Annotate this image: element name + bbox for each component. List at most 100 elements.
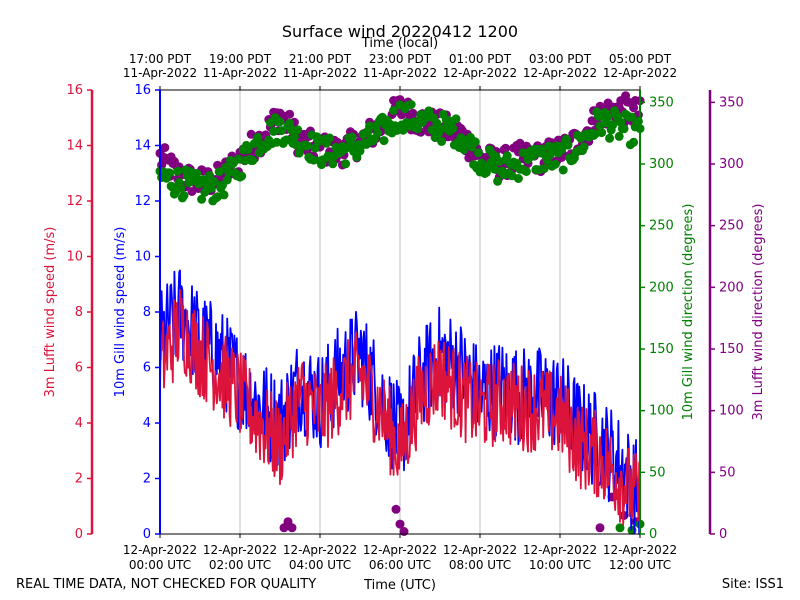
series-2-point-40 — [219, 190, 229, 200]
series-2-point-131 — [365, 121, 375, 131]
series-2-point-240 — [539, 164, 549, 174]
gill_speed-tick-label-6: 12 — [134, 194, 151, 209]
top-tick-date-0: 11-Apr-2022 — [123, 66, 197, 80]
gill_speed-tick-label-1: 2 — [143, 472, 151, 487]
series-2-point-199 — [473, 148, 483, 158]
gill_speed-tick-label-7: 14 — [134, 139, 151, 154]
bottom-tick-date-3: 12-Apr-2022 — [363, 543, 437, 557]
series-2-point-136 — [373, 128, 383, 138]
series-2-point-255 — [563, 140, 573, 150]
lufft_dir-tick-label-2: 100 — [719, 404, 744, 419]
bottom-tick-time-1: 02:00 UTC — [209, 558, 271, 572]
bottom-tick-time-6: 12:00 UTC — [609, 558, 671, 572]
lufft_speed-tick-label-8: 16 — [66, 83, 83, 98]
bottom-tick-time-4: 08:00 UTC — [449, 558, 511, 572]
series-2-point-224 — [513, 174, 523, 183]
bottom-tick-time-3: 06:00 UTC — [369, 558, 431, 572]
top-tick-date-6: 12-Apr-2022 — [603, 66, 677, 80]
series-2-point-71 — [269, 126, 279, 136]
series-2-point-176 — [437, 136, 447, 146]
series-2-point-26 — [197, 194, 207, 204]
series-2-point-58 — [248, 156, 258, 165]
series-4-point-3 — [391, 504, 401, 514]
top-tick-time-5: 03:00 PDT — [529, 52, 592, 66]
lufft_speed-tick-label-0: 0 — [75, 527, 83, 542]
series-2-point-283 — [608, 120, 618, 130]
series-2-point-185 — [451, 114, 461, 124]
gill_dir-tick-label-2: 100 — [649, 404, 674, 419]
bottom-tick-date-5: 12-Apr-2022 — [523, 543, 597, 557]
series-2-point-244 — [545, 150, 555, 159]
lufft_speed-tick-label-5: 10 — [66, 250, 83, 265]
series-2-point-106 — [325, 133, 335, 143]
series-2-point-37 — [214, 167, 224, 177]
gill_dir-axis-label: 10m Gill wind direction (degrees) — [681, 204, 696, 421]
series-2-point-183 — [448, 124, 458, 134]
series-3-point-216 — [501, 143, 511, 153]
series-2-point-287 — [614, 131, 624, 141]
top-tick-date-4: 12-Apr-2022 — [443, 66, 517, 80]
series-2-point-281 — [605, 133, 615, 143]
lufft_speed-tick-label-2: 4 — [75, 416, 83, 431]
top-tick-date-3: 11-Apr-2022 — [363, 66, 437, 80]
gill_speed-tick-label-2: 4 — [143, 416, 151, 431]
bottom-axis-label: Time (UTC) — [363, 578, 436, 593]
series-2-point-31 — [205, 171, 215, 180]
gill_speed-tick-label-5: 10 — [134, 250, 151, 265]
series-2-point-157 — [406, 100, 416, 109]
gill_speed-tick-label-8: 16 — [134, 83, 151, 98]
series-3-point-158 — [408, 108, 418, 118]
lufft_speed-axis-label: 3m Lufft wind speed (m/s) — [43, 227, 58, 398]
series-2-point-108 — [328, 159, 338, 169]
series-3-point-81 — [285, 109, 295, 119]
series-2-point-42 — [222, 175, 232, 185]
gill_speed-tick-label-4: 8 — [143, 305, 151, 320]
lufft_dir-tick-label-5: 250 — [719, 219, 744, 234]
lufft_dir-tick-label-6: 300 — [719, 157, 744, 172]
series-2-point-55 — [243, 145, 253, 155]
series-2-point-252 — [558, 165, 568, 175]
bottom-tick-time-5: 10:00 UTC — [529, 558, 591, 572]
bottom-tick-date-0: 12-Apr-2022 — [123, 543, 197, 557]
lufft_speed-tick-label-3: 6 — [75, 361, 83, 376]
lufft_dir-axis-label: 3m Lufft wind direction (degrees) — [751, 204, 766, 421]
series-2-point-34 — [209, 177, 219, 187]
series-2-point-217 — [502, 151, 512, 161]
lufft_dir-tick-label-4: 200 — [719, 280, 744, 295]
lufft_speed-tick-label-1: 2 — [75, 472, 83, 487]
lufft_speed-tick-label-4: 8 — [75, 305, 83, 320]
series-4-point-4 — [395, 519, 405, 529]
series-2-point-75 — [275, 117, 285, 127]
series-1-line — [159, 288, 641, 526]
bottom-tick-date-4: 12-Apr-2022 — [443, 543, 517, 557]
series-2-point-295 — [627, 112, 637, 122]
series-2-point-92 — [302, 141, 312, 151]
series-2-point-23 — [192, 168, 202, 178]
series-2-point-15 — [179, 191, 189, 200]
bottom-tick-date-1: 12-Apr-2022 — [203, 543, 277, 557]
top-tick-date-5: 12-Apr-2022 — [523, 66, 597, 80]
gill_speed-tick-label-0: 0 — [143, 527, 151, 542]
series-4-point-2 — [287, 523, 297, 533]
series-2-point-140 — [379, 136, 389, 146]
quality-disclaimer: REAL TIME DATA, NOT CHECKED FOR QUALITY — [16, 577, 316, 592]
series-2-point-146 — [389, 106, 399, 115]
series-3-point-296 — [629, 103, 639, 113]
top-tick-time-4: 01:00 PDT — [449, 52, 512, 66]
series-2-point-116 — [341, 159, 351, 169]
top-tick-time-1: 19:00 PDT — [209, 52, 272, 66]
bottom-tick-date-6: 12-Apr-2022 — [603, 543, 677, 557]
lufft_dir-tick-label-0: 0 — [719, 527, 727, 542]
lufft_speed-tick-label-7: 14 — [66, 139, 83, 154]
gill_dir-tick-label-3: 150 — [649, 342, 674, 357]
series-2-point-229 — [521, 167, 531, 176]
top-axis-label: Time (local) — [361, 36, 438, 51]
top-tick-time-3: 23:00 PDT — [369, 52, 432, 66]
series-2-point-290 — [619, 124, 629, 134]
series-2-point-84 — [289, 131, 299, 141]
top-tick-time-6: 05:00 PDT — [609, 52, 672, 66]
series-2-point-211 — [493, 176, 503, 186]
series-2-point-61 — [253, 133, 263, 142]
